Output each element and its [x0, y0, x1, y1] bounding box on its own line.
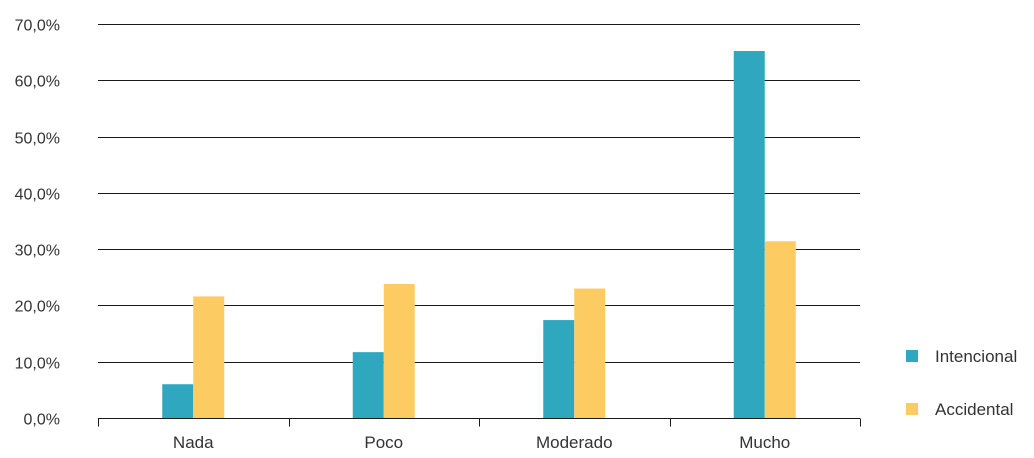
x-tick-label: Mucho [739, 433, 790, 452]
y-tick-label: 60,0% [15, 74, 60, 91]
x-tick-label: Poco [364, 433, 403, 452]
y-tick-label: 70,0% [15, 18, 60, 35]
bar-intencional-moderado [543, 320, 575, 418]
axes: 0,0% 10,0% 20,0% 30,0% 40,0% 50,0% 60,0% 70,0% N… [15, 18, 861, 452]
y-tick-label: 30,0% [15, 243, 60, 260]
gridlines [98, 24, 860, 363]
y-tick-label: 20,0% [15, 299, 60, 316]
bar-intencional-poco [352, 352, 384, 418]
bar-accidental-mucho [764, 241, 796, 418]
y-tick-label: 50,0% [15, 131, 60, 148]
legend-label-accidental: Accidental [935, 400, 1013, 419]
y-tick-label: 0,0% [24, 412, 60, 429]
bar-accidental-moderado [574, 288, 606, 418]
bar-accidental-nada [193, 296, 225, 418]
bars [162, 51, 796, 418]
bar-accidental-poco [383, 284, 415, 418]
legend-label-intencional: Intencional [935, 347, 1017, 366]
y-tick-label: 40,0% [15, 187, 60, 204]
x-tick-label: Moderado [536, 433, 613, 452]
legend-swatch-intencional [906, 350, 918, 362]
legend-swatch-accidental [906, 403, 918, 415]
y-tick-label: 10,0% [15, 356, 60, 373]
x-tick-label: Nada [173, 433, 214, 452]
bar-intencional-mucho [733, 51, 765, 418]
bar-intencional-nada [162, 384, 194, 418]
legend: Intencional Accidental [906, 347, 1017, 419]
